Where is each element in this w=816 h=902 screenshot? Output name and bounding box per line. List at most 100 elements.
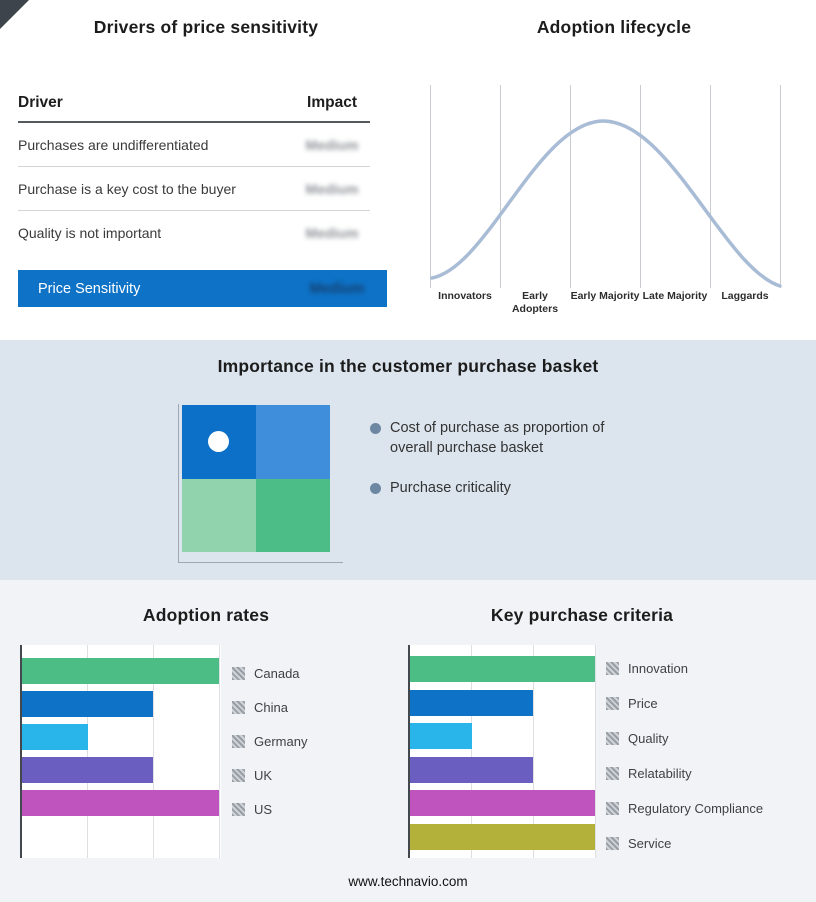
drivers-panel-title: Drivers of price sensitivity bbox=[93, 17, 319, 37]
bullet-text: Purchase criticality bbox=[390, 480, 511, 497]
legend-item: Regulatory Compliance bbox=[606, 801, 763, 816]
legend-marker-icon bbox=[232, 735, 245, 748]
driver-cell: Purchases are undifferentiated bbox=[18, 136, 209, 153]
bar-regulatory-compliance bbox=[410, 790, 595, 816]
bar-service bbox=[410, 824, 595, 850]
position-dot-icon bbox=[208, 431, 229, 452]
gridline bbox=[153, 645, 154, 858]
legend-item: Innovation bbox=[606, 661, 763, 676]
legend-label: Price bbox=[628, 696, 658, 711]
stage-label: Early Majority bbox=[570, 290, 640, 302]
key-purchase-criteria-title: Key purchase criteria bbox=[490, 605, 674, 625]
legend-marker-icon bbox=[232, 701, 245, 714]
purchase-basket-section: Importance in the customer purchase bask… bbox=[0, 340, 816, 580]
legend-item: Price bbox=[606, 696, 763, 711]
legend-label: Relatability bbox=[628, 766, 692, 781]
price-sensitivity-table: Driver Impact Purchases are undifferenti… bbox=[18, 88, 370, 254]
gridline bbox=[87, 645, 88, 858]
gridline bbox=[780, 85, 781, 288]
key-purchase-criteria-plot bbox=[408, 645, 596, 858]
impact-cell-blurred: Medium bbox=[305, 224, 359, 241]
legend-marker-icon bbox=[606, 732, 619, 745]
legend-item: US bbox=[232, 802, 307, 817]
bar-quality bbox=[410, 723, 472, 749]
legend-item: China bbox=[232, 700, 307, 715]
stage-label: Innovators bbox=[438, 290, 492, 302]
price-sensitivity-label: Price Sensitivity bbox=[38, 280, 141, 297]
adoption-rates-plot bbox=[20, 645, 221, 858]
stage-label: Laggards bbox=[721, 290, 769, 302]
legend-marker-icon bbox=[606, 697, 619, 710]
impact-cell-blurred: Medium bbox=[305, 136, 359, 153]
legend-label: Canada bbox=[254, 666, 300, 681]
legend-marker-icon bbox=[606, 837, 619, 850]
driver-cell: Quality is not important bbox=[18, 224, 162, 241]
legend-item: Relatability bbox=[606, 766, 763, 781]
legend-marker-icon bbox=[606, 802, 619, 815]
legend-label: Germany bbox=[254, 734, 308, 749]
quadrant-axes bbox=[178, 404, 343, 563]
gridline bbox=[471, 645, 472, 858]
bar-relatability bbox=[410, 757, 533, 783]
legend-marker-icon bbox=[606, 662, 619, 675]
adoption-rates-title: Adoption rates bbox=[142, 605, 270, 625]
footer-url: www.technavio.com bbox=[348, 874, 468, 889]
quadrant-cell-bottom-left bbox=[182, 478, 256, 552]
bullet-item: Cost of purchase as proportion of overal… bbox=[370, 419, 632, 458]
bar-germany bbox=[22, 724, 88, 750]
legend-label: Service bbox=[628, 836, 672, 851]
gridline bbox=[710, 85, 711, 288]
impact-cell-blurred: Medium bbox=[305, 180, 359, 197]
key-purchase-criteria-legend: Innovation Price Quality Relatability Re… bbox=[606, 661, 763, 871]
table-row: Purchases are undifferentiated Medium bbox=[18, 123, 370, 167]
gridline bbox=[500, 85, 501, 288]
bullet-text: Cost of purchase as proportion of overal… bbox=[390, 420, 605, 456]
bar-innovation bbox=[410, 656, 595, 682]
stage-label: Late Majority bbox=[642, 290, 708, 302]
legend-label: UK bbox=[254, 768, 273, 783]
bullet-item: Purchase criticality bbox=[370, 479, 632, 499]
gridline bbox=[219, 645, 220, 858]
bell-curve bbox=[430, 119, 782, 288]
legend-item: Quality bbox=[606, 731, 763, 746]
adoption-rates-legend: Canada China Germany UK US bbox=[232, 666, 307, 836]
legend-marker-icon bbox=[232, 667, 245, 680]
gridline bbox=[430, 85, 431, 288]
lifecycle-stage-labels: Innovators Early Adopters Early Majority… bbox=[430, 290, 782, 322]
price-sensitivity-value-blurred: Medium bbox=[309, 280, 365, 297]
legend-marker-icon bbox=[606, 767, 619, 780]
bullet-icon bbox=[370, 423, 381, 434]
table-row: Quality is not important Medium bbox=[18, 211, 370, 254]
corner-triangle-decoration bbox=[0, 0, 29, 29]
bar-us bbox=[22, 790, 219, 816]
column-header-driver: Driver bbox=[18, 94, 63, 111]
gridline bbox=[570, 85, 571, 288]
legend-item: Service bbox=[606, 836, 763, 851]
legend-marker-icon bbox=[232, 769, 245, 782]
legend-item: Canada bbox=[232, 666, 307, 681]
legend-label: US bbox=[254, 802, 273, 817]
adoption-lifecycle-chart bbox=[430, 85, 782, 288]
legend-item: Germany bbox=[232, 734, 307, 749]
gridline bbox=[533, 645, 534, 858]
bottom-charts-section: Adoption rates Key purchase criteria Can… bbox=[0, 580, 816, 902]
purchase-basket-title: Importance in the customer purchase bask… bbox=[217, 356, 599, 376]
quadrant-cell-top-right bbox=[256, 405, 330, 479]
legend-label: Innovation bbox=[628, 661, 688, 676]
quadrant-cell-top-left bbox=[182, 405, 256, 479]
stage-label: Early Adopters bbox=[511, 290, 559, 315]
quadrant-cell-bottom-right bbox=[256, 478, 330, 552]
lifecycle-panel-title: Adoption lifecycle bbox=[536, 17, 692, 37]
legend-label: Quality bbox=[628, 731, 669, 746]
bar-price bbox=[410, 690, 533, 716]
purchase-basket-quadrant bbox=[182, 405, 330, 552]
table-header-row: Driver Impact bbox=[18, 88, 370, 123]
gridline bbox=[595, 645, 596, 858]
price-sensitivity-summary-row: Price Sensitivity Medium bbox=[18, 270, 387, 307]
driver-cell: Purchase is a key cost to the buyer bbox=[18, 180, 236, 197]
gridline bbox=[640, 85, 641, 288]
purchase-basket-bullets: Cost of purchase as proportion of overal… bbox=[370, 419, 632, 520]
column-header-impact: Impact bbox=[307, 94, 357, 111]
bar-china bbox=[22, 691, 153, 717]
bar-uk bbox=[22, 757, 153, 783]
